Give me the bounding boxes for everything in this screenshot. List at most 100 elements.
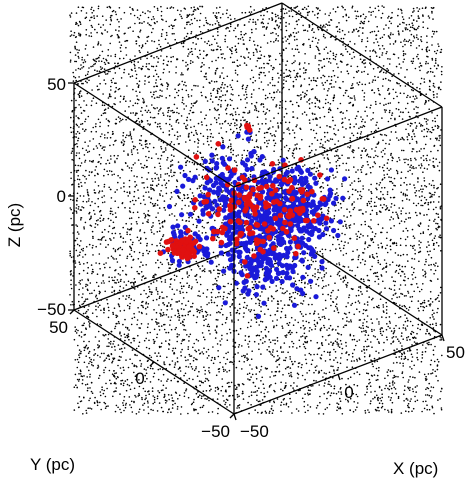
field-star [200,70,202,73]
field-star [293,148,296,150]
field-star [124,336,126,339]
field-star [325,272,328,274]
field-star [397,215,399,217]
field-star [334,155,336,157]
field-star [385,205,388,207]
field-star [437,216,440,218]
field-star [97,23,100,26]
field-star [197,146,199,148]
field-star [292,324,295,327]
field-star [277,17,280,19]
field-star [260,380,262,382]
field-star [211,168,213,171]
field-star [441,354,443,357]
field-star [333,387,336,390]
field-star [328,107,331,109]
field-star [339,397,341,400]
field-star [221,338,223,340]
field-star [293,389,295,391]
field-star [159,45,162,48]
field-star [120,50,122,53]
field-star [342,318,344,320]
field-star [166,88,168,90]
field-star [196,187,199,190]
field-star [189,188,192,190]
field-star [393,289,396,291]
field-star [381,134,383,136]
field-star [158,230,161,232]
field-star [329,324,332,327]
field-star [71,150,74,152]
field-star [204,338,206,341]
field-star [359,126,362,128]
field-star [386,51,388,53]
field-star [254,409,256,411]
field-star [421,357,424,359]
field-star [399,275,402,277]
field-star [282,399,285,401]
field-star [160,281,163,283]
field-star [423,78,426,80]
field-star [86,315,88,318]
field-star [320,138,323,141]
field-star [259,146,262,148]
field-star [404,276,406,278]
field-star [90,215,92,218]
field-star [436,114,439,117]
field-star [385,336,388,339]
field-star [107,70,110,73]
field-star [195,36,197,39]
field-star [142,222,144,224]
field-star [366,315,369,317]
field-star [360,327,362,329]
field-star [288,132,291,135]
field-star [362,13,365,16]
field-star [385,301,388,304]
field-star [388,320,391,323]
field-star [208,325,211,328]
field-star [106,6,109,9]
field-star [284,359,287,362]
field-star [283,72,285,74]
field-star [346,208,348,210]
field-star [335,303,338,306]
field-star [241,368,243,370]
field-star [389,58,391,60]
field-star [323,150,326,152]
field-star [216,42,218,44]
field-star [254,80,257,82]
field-star [201,219,204,222]
field-star [337,228,340,231]
field-star [219,203,222,205]
field-star [404,53,407,55]
field-star [197,122,200,125]
field-star [150,157,153,159]
field-star [364,359,366,362]
field-star [347,302,349,304]
field-star [434,235,437,237]
field-star [152,93,155,96]
field-star [191,368,194,370]
field-star [245,91,247,93]
field-star [392,88,395,91]
field-star [326,153,329,156]
field-star [312,274,314,277]
field-star [187,396,190,399]
field-star [78,126,80,128]
field-star [347,146,349,148]
field-star [322,376,324,378]
field-star [391,401,394,404]
field-star [226,406,228,408]
field-star [155,298,158,301]
field-star [321,344,324,347]
field-star [128,384,131,387]
field-star [426,250,429,253]
field-star [356,132,359,134]
field-star [112,395,114,398]
field-star [415,204,418,207]
field-star [202,404,205,407]
field-star [419,94,422,97]
field-star [262,106,265,108]
field-star [374,280,376,283]
field-star [418,45,421,47]
